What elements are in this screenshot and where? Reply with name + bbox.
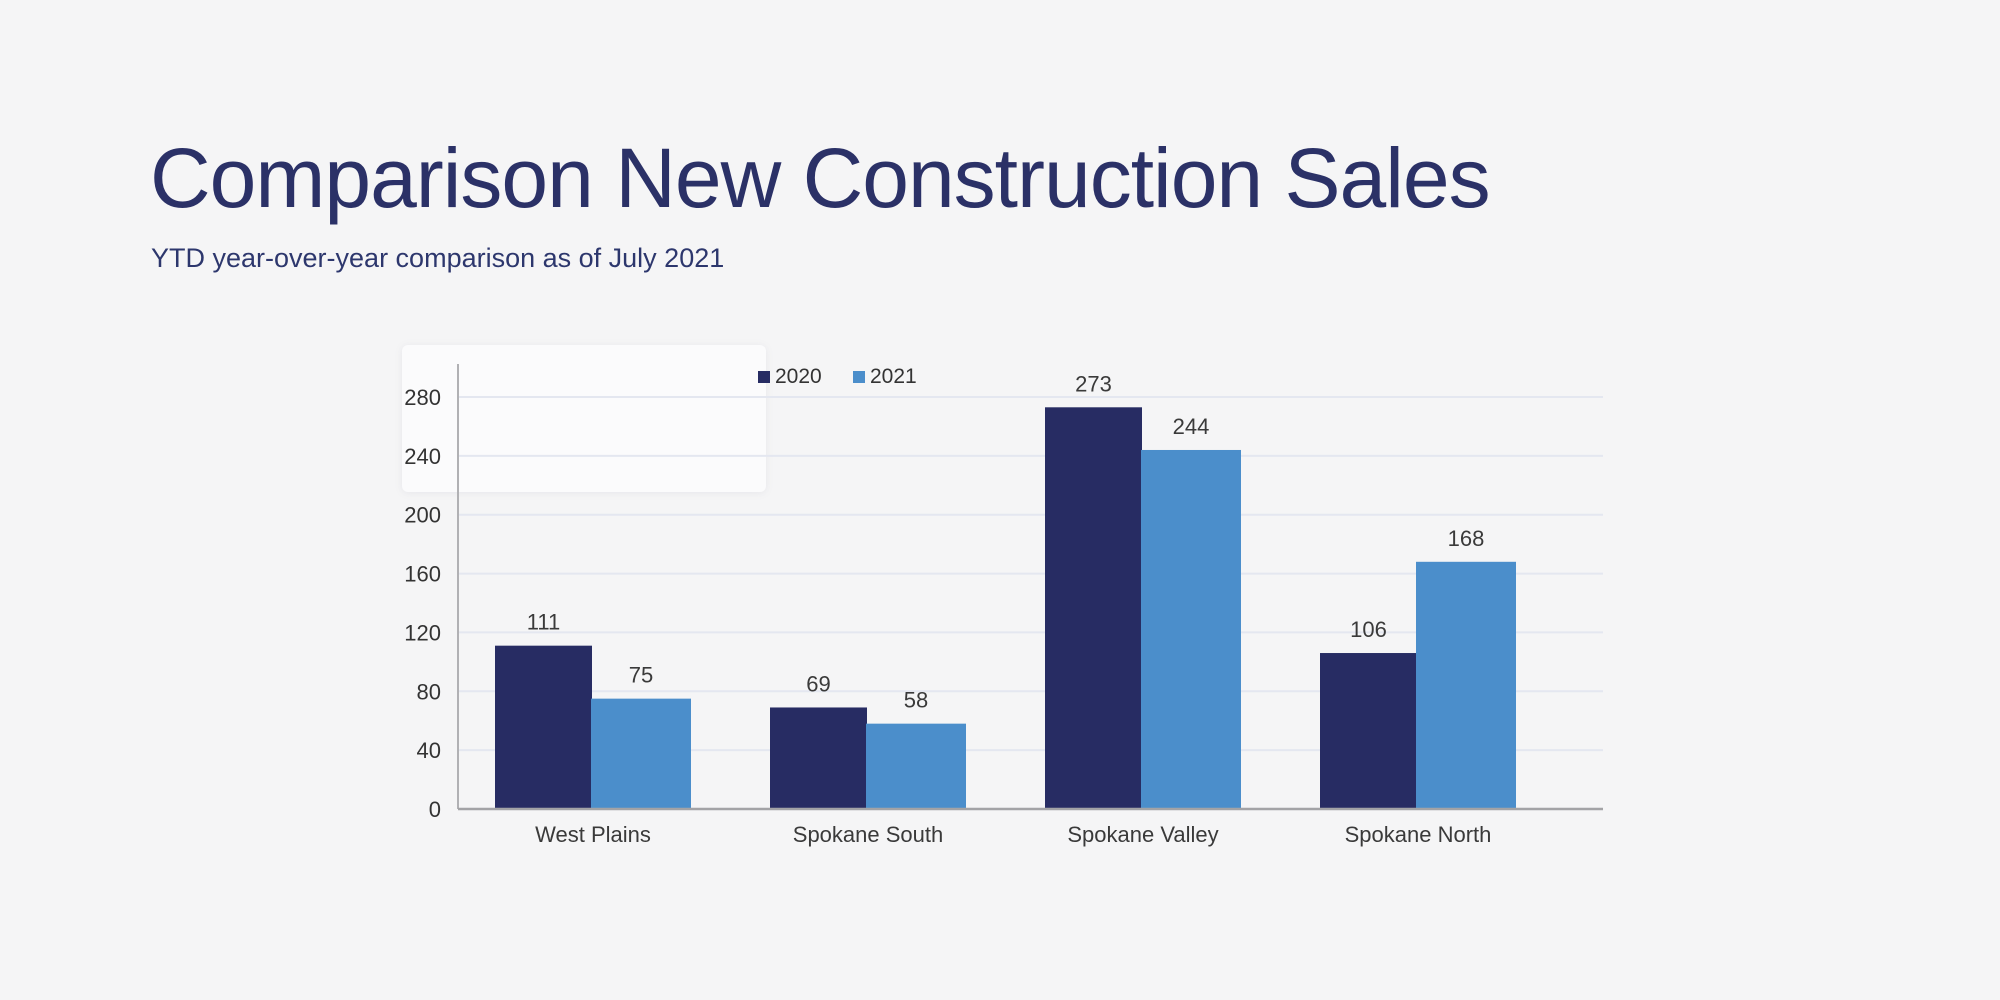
legend-label-2020: 2020 bbox=[775, 365, 822, 388]
value-label-2021-spokane-valley: 244 bbox=[1173, 414, 1210, 439]
legend-swatch-2020 bbox=[758, 371, 770, 383]
bar-2020-west-plains[interactable] bbox=[495, 645, 592, 809]
legend-label-2021: 2021 bbox=[870, 365, 917, 388]
ytick-label-200: 200 bbox=[404, 503, 441, 528]
value-label-2021-spokane-north: 168 bbox=[1448, 526, 1485, 551]
legend-swatch-2021 bbox=[853, 371, 865, 383]
bar-2021-spokane-north[interactable] bbox=[1416, 561, 1516, 809]
bar-2021-spokane-south[interactable] bbox=[866, 723, 966, 809]
value-label-2020-spokane-valley: 273 bbox=[1075, 371, 1112, 396]
chart-background-card bbox=[402, 345, 766, 492]
ytick-label-40: 40 bbox=[417, 738, 441, 763]
value-label-2021-west-plains: 75 bbox=[629, 663, 653, 688]
page-subtitle: YTD year-over-year comparison as of July… bbox=[151, 243, 725, 273]
category-label-spokane-south: Spokane South bbox=[793, 822, 943, 847]
value-label-2020-west-plains: 111 bbox=[527, 610, 560, 635]
value-label-2021-spokane-south: 58 bbox=[904, 688, 928, 713]
page-title: Comparison New Construction Sales bbox=[150, 131, 1491, 225]
category-label-spokane-north: Spokane North bbox=[1345, 822, 1492, 847]
category-label-spokane-valley: Spokane Valley bbox=[1067, 822, 1218, 847]
bar-2021-spokane-valley[interactable] bbox=[1141, 449, 1241, 809]
bar-2020-spokane-valley[interactable] bbox=[1045, 407, 1142, 809]
bar-2020-spokane-north[interactable] bbox=[1320, 653, 1417, 809]
value-label-2020-spokane-south: 69 bbox=[806, 671, 830, 696]
ytick-label-0: 0 bbox=[429, 797, 441, 822]
value-label-2020-spokane-north: 106 bbox=[1350, 617, 1387, 642]
category-label-west-plains: West Plains bbox=[535, 822, 651, 847]
ytick-label-80: 80 bbox=[417, 679, 441, 704]
ytick-label-120: 120 bbox=[404, 620, 441, 645]
bar-2020-spokane-south[interactable] bbox=[770, 707, 867, 809]
ytick-label-240: 240 bbox=[404, 444, 441, 469]
bar-2021-west-plains[interactable] bbox=[591, 698, 691, 809]
ytick-label-280: 280 bbox=[404, 385, 441, 410]
ytick-label-160: 160 bbox=[404, 562, 441, 587]
